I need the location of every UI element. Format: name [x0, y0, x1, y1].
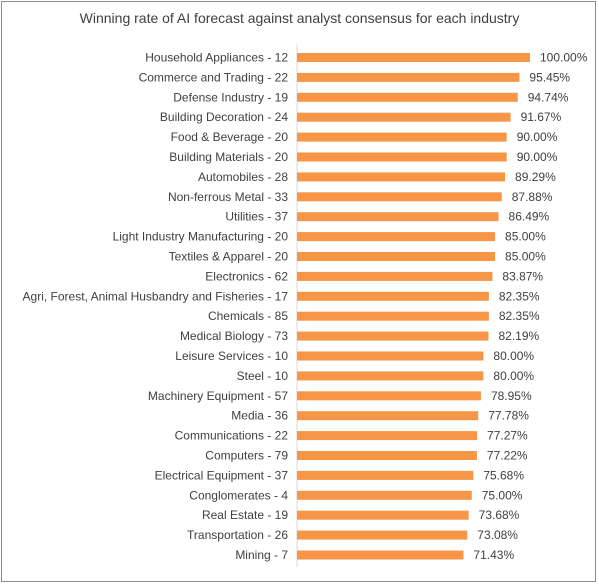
- data-label: 85.00%: [505, 230, 546, 244]
- data-label: 77.27%: [487, 429, 528, 443]
- data-label: 73.68%: [479, 508, 520, 522]
- category-label: Communications - 22: [175, 429, 289, 443]
- data-label: 83.87%: [502, 269, 543, 283]
- bar: [297, 391, 481, 401]
- bar: [297, 53, 530, 62]
- category-label: Transportation - 26: [187, 528, 288, 542]
- bar: [297, 331, 489, 341]
- category-label: Building Decoration - 24: [160, 110, 288, 124]
- data-label: 82.35%: [499, 289, 540, 303]
- data-label: 73.08%: [477, 528, 518, 542]
- category-label: Media - 36: [231, 409, 288, 423]
- data-label: 80.00%: [493, 369, 534, 383]
- category-label: Computers - 79: [205, 449, 288, 463]
- bar: [297, 92, 518, 102]
- data-label: 90.00%: [517, 130, 558, 144]
- data-label: 86.49%: [509, 210, 550, 224]
- bar: [297, 371, 484, 381]
- data-label: 90.00%: [517, 150, 558, 164]
- category-label: Chemicals - 85: [208, 309, 288, 323]
- data-label: 77.22%: [487, 449, 528, 463]
- data-label: 80.00%: [493, 349, 534, 363]
- category-label: Steel - 10: [237, 369, 289, 383]
- bar: [297, 470, 474, 480]
- data-label: 75.68%: [483, 468, 524, 482]
- bar: [297, 192, 502, 202]
- category-label: Machinery Equipment - 57: [148, 389, 288, 403]
- data-label: 89.29%: [515, 170, 556, 184]
- data-label: 91.67%: [521, 110, 562, 124]
- bar: [297, 530, 468, 540]
- category-label: Automobiles - 28: [198, 170, 288, 184]
- bar: [297, 252, 496, 261]
- category-label: Agri, Forest, Animal Husbandry and Fishe…: [23, 289, 289, 303]
- bar: [297, 172, 506, 182]
- category-label: Utilities - 37: [225, 210, 288, 224]
- category-label: Food & Beverage - 20: [171, 130, 289, 144]
- data-label: 78.95%: [491, 389, 532, 403]
- bar: [297, 411, 479, 421]
- category-label: Real Estate - 19: [202, 508, 288, 522]
- bar: [297, 212, 499, 222]
- data-label: 94.74%: [528, 90, 569, 104]
- bar: [297, 431, 478, 441]
- data-label: 95.45%: [529, 70, 570, 84]
- bar: [297, 550, 464, 560]
- category-label: Textiles & Apparel - 20: [169, 250, 289, 264]
- data-label: 87.88%: [512, 190, 553, 204]
- data-label: 71.43%: [473, 548, 514, 562]
- category-label: Mining - 7: [235, 548, 288, 562]
- bar: [297, 232, 496, 242]
- bar: [297, 451, 477, 460]
- bar: [297, 271, 493, 281]
- data-label: 82.35%: [499, 309, 540, 323]
- bar: [297, 490, 472, 500]
- category-label: Electronics - 62: [205, 269, 288, 283]
- bar: [297, 510, 469, 520]
- bar: [297, 112, 511, 122]
- bar: [297, 291, 489, 301]
- category-label: Leisure Services - 10: [175, 349, 288, 363]
- data-label: 75.00%: [482, 488, 523, 502]
- category-label: Non-ferrous Metal - 33: [168, 190, 288, 204]
- bar: [297, 132, 507, 142]
- category-label: Household Appliances - 12: [145, 51, 288, 65]
- category-label: Conglomerates - 4: [189, 488, 288, 502]
- data-label: 82.19%: [499, 329, 540, 343]
- bar: [297, 72, 520, 82]
- data-label: 100.00%: [540, 51, 588, 65]
- category-label: Electrical Equipment - 37: [155, 468, 289, 482]
- category-label: Commerce and Trading - 22: [139, 70, 289, 84]
- category-label: Medical Biology - 73: [180, 329, 288, 343]
- category-label: Defense Industry - 19: [173, 90, 288, 104]
- category-label: Light Industry Manufacturing - 20: [113, 230, 289, 244]
- category-label: Building Materials - 20: [169, 150, 288, 164]
- bar: [297, 351, 484, 361]
- data-label: 85.00%: [505, 250, 546, 264]
- bar: [297, 152, 507, 162]
- data-label: 77.78%: [488, 409, 529, 423]
- bar: [297, 311, 489, 321]
- chart-title: Winning rate of AI forecast against anal…: [79, 10, 520, 26]
